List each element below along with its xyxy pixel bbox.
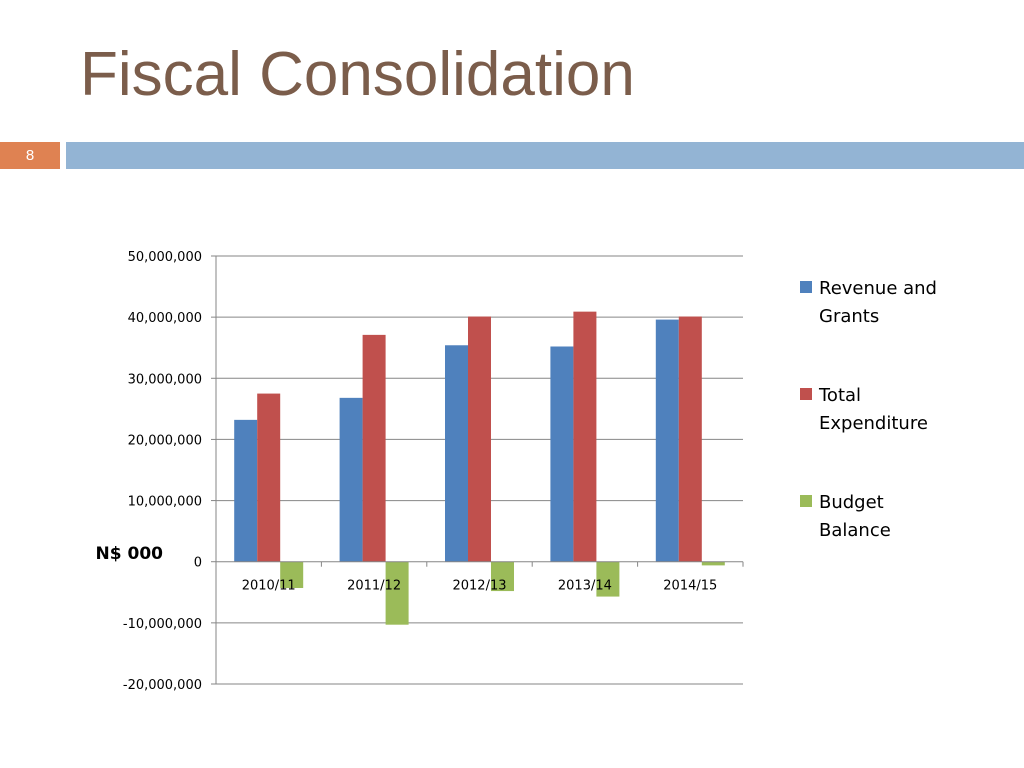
y-tick-label: -10,000,000 bbox=[123, 617, 202, 632]
legend-label: Revenue and Grants bbox=[819, 278, 937, 327]
y-tick-label: 20,000,000 bbox=[128, 433, 202, 448]
legend: Revenue and Grants Total Expenditure Budget B… bbox=[800, 278, 937, 541]
bar bbox=[445, 345, 468, 562]
bar bbox=[596, 561, 620, 597]
x-tick-label: 2011/12 bbox=[347, 579, 401, 594]
x-tick-label: 2010/11 bbox=[242, 579, 296, 594]
y-tick-labels: -20,000,000 -10,000,000 0 10,000,000 20,000,… bbox=[123, 250, 202, 693]
legend-swatch bbox=[800, 388, 812, 400]
legend-label: Total Expenditure bbox=[818, 385, 928, 434]
bar bbox=[234, 419, 258, 562]
slide-number: 8 bbox=[0, 142, 60, 169]
bar bbox=[655, 319, 679, 562]
bar bbox=[701, 561, 725, 566]
bars bbox=[234, 311, 725, 625]
bar bbox=[339, 397, 363, 562]
bar bbox=[385, 561, 409, 625]
bar bbox=[573, 311, 597, 562]
x-tick-label: 2012/13 bbox=[452, 579, 506, 594]
y-tick-label: -20,000,000 bbox=[123, 678, 202, 693]
x-tick-label: 2014/15 bbox=[663, 579, 717, 594]
bar bbox=[280, 561, 304, 589]
y-tick-label: 40,000,000 bbox=[128, 311, 202, 326]
bar bbox=[468, 316, 491, 562]
title-accent-bar bbox=[66, 142, 1024, 169]
x-tick-label: 2013/14 bbox=[558, 579, 612, 594]
bar bbox=[257, 393, 281, 562]
legend-label: Budget Balance bbox=[819, 492, 891, 541]
bar bbox=[491, 561, 514, 592]
y-tick-label: 0 bbox=[194, 556, 202, 571]
x-tick-labels: 2010/11 2011/12 2012/13 2013/14 2014/15 bbox=[242, 579, 718, 594]
y-tick-label: 10,000,000 bbox=[128, 495, 202, 510]
bar bbox=[550, 346, 574, 562]
bar bbox=[362, 334, 386, 562]
legend-swatch bbox=[800, 495, 812, 507]
y-tick-label: 50,000,000 bbox=[128, 250, 202, 265]
slide-title: Fiscal Consolidation bbox=[80, 40, 635, 109]
legend-swatch bbox=[800, 281, 812, 293]
bar bbox=[678, 316, 702, 562]
y-axis-unit-label: N$ 000 bbox=[96, 544, 164, 564]
y-tick-label: 30,000,000 bbox=[128, 372, 202, 387]
axes bbox=[211, 255, 744, 685]
